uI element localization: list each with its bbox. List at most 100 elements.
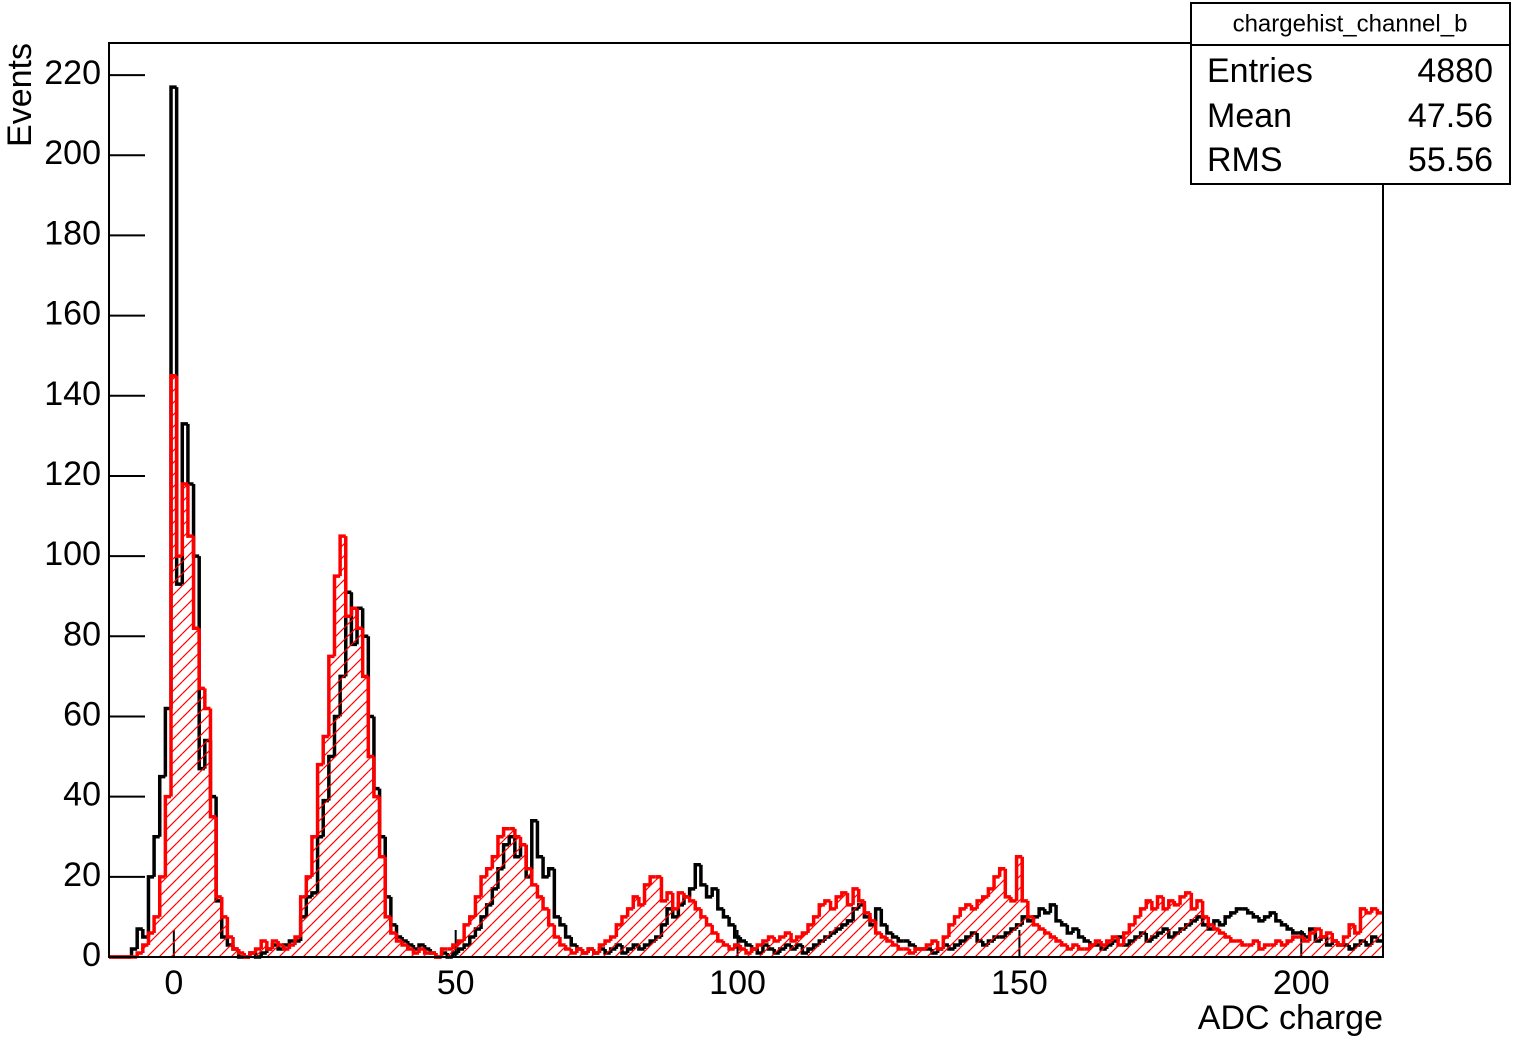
bar-step (1065, 944, 1073, 951)
bar-fill (1309, 932, 1316, 957)
bar-step (1003, 868, 1011, 899)
bar-step (1251, 939, 1259, 945)
bar-step (546, 908, 555, 927)
bar-fill (486, 868, 493, 957)
bar-fill (469, 916, 476, 957)
bar-step (975, 899, 983, 909)
bar-fill (396, 940, 403, 957)
bar-step (580, 948, 589, 955)
bar-fill (137, 952, 143, 957)
bar-step (1257, 916, 1265, 923)
bar-step (704, 884, 713, 899)
bar-step (620, 915, 628, 925)
bar-step (817, 903, 825, 917)
bar-step (716, 932, 724, 943)
bar-step (546, 867, 555, 877)
bar-step (1043, 908, 1051, 915)
bar-fill (723, 944, 730, 957)
y-axis-label: Events (1, 43, 39, 147)
bar-fill (1027, 916, 1034, 957)
bar-step (856, 888, 865, 903)
bar-step (1093, 939, 1102, 945)
bar-step (1206, 916, 1214, 927)
bar-fill (362, 676, 369, 957)
bar-fill (1112, 936, 1119, 957)
bar-step (1026, 900, 1034, 919)
bar-step (411, 948, 420, 955)
frame (108, 42, 1384, 958)
bar-fill (295, 936, 301, 957)
bar-step (1076, 928, 1085, 939)
bar-step (417, 947, 425, 953)
bar-fill (605, 940, 611, 957)
bar-step (1336, 940, 1344, 947)
bar-fill (148, 932, 155, 957)
bar-fill (1366, 912, 1372, 957)
bar-step (253, 947, 262, 953)
bar-fill (943, 936, 949, 957)
bar-fill (357, 628, 363, 957)
bar-step (1212, 924, 1220, 931)
bar-fill (582, 952, 589, 957)
bar-step (676, 891, 684, 909)
bar-fill (413, 952, 420, 957)
bar-fill (1089, 944, 1096, 957)
bar-fill (1191, 908, 1197, 957)
bar-step (518, 836, 527, 847)
bar-step (1043, 928, 1051, 935)
bar-step (969, 904, 978, 911)
bar-step (1217, 920, 1226, 927)
bar-fill (965, 904, 972, 957)
bar-step (1054, 904, 1062, 923)
y-tick-label: 200 (44, 134, 101, 172)
bar-step (1088, 943, 1096, 949)
stats-value: 55.56 (1408, 141, 1493, 179)
x-tick-label: 0 (164, 964, 183, 1002)
bar-step (868, 912, 876, 923)
bar-step (1150, 900, 1158, 911)
bar-fill (729, 948, 735, 957)
bar-fill (1275, 940, 1282, 957)
bar-step (327, 654, 335, 737)
bar-step (287, 943, 296, 949)
bar-step (558, 916, 566, 927)
bar-fill (948, 924, 955, 957)
bar-fill (999, 868, 1006, 957)
bar-step (716, 888, 724, 911)
bar-step (800, 931, 809, 937)
bar-fill (1180, 896, 1186, 957)
bar-step (157, 774, 166, 837)
bar-fill (824, 900, 831, 957)
bar-step (1262, 915, 1271, 921)
bar-fill (915, 948, 921, 957)
bar-step (293, 935, 301, 945)
bar-fill (1270, 944, 1276, 957)
bar-fill (154, 916, 160, 957)
bar-step (276, 940, 284, 947)
bar-step (524, 844, 532, 871)
stats-value: 4880 (1417, 52, 1493, 90)
bar-step (541, 856, 549, 879)
bar-fill (1258, 948, 1265, 957)
bar-fill (1349, 924, 1355, 957)
bar-fill (1208, 924, 1214, 957)
bar-fill (672, 908, 679, 957)
bar-fill (249, 952, 256, 957)
bar-fill (419, 948, 425, 957)
bar-step (146, 931, 155, 945)
bar-fill (1134, 916, 1141, 957)
bar-fill (441, 948, 448, 957)
bar-step (479, 875, 487, 897)
bar-fill (864, 912, 871, 957)
bar-step (1262, 943, 1271, 949)
bar-step (778, 935, 786, 941)
bar-fill (300, 896, 307, 957)
bar-fill (142, 944, 149, 957)
bar-fill (650, 876, 656, 957)
bar-fill (464, 924, 470, 957)
bar-step (890, 940, 899, 947)
bar-step (913, 947, 921, 953)
bar-step (535, 820, 544, 859)
bar-step (310, 834, 318, 877)
bar-step (530, 868, 538, 887)
